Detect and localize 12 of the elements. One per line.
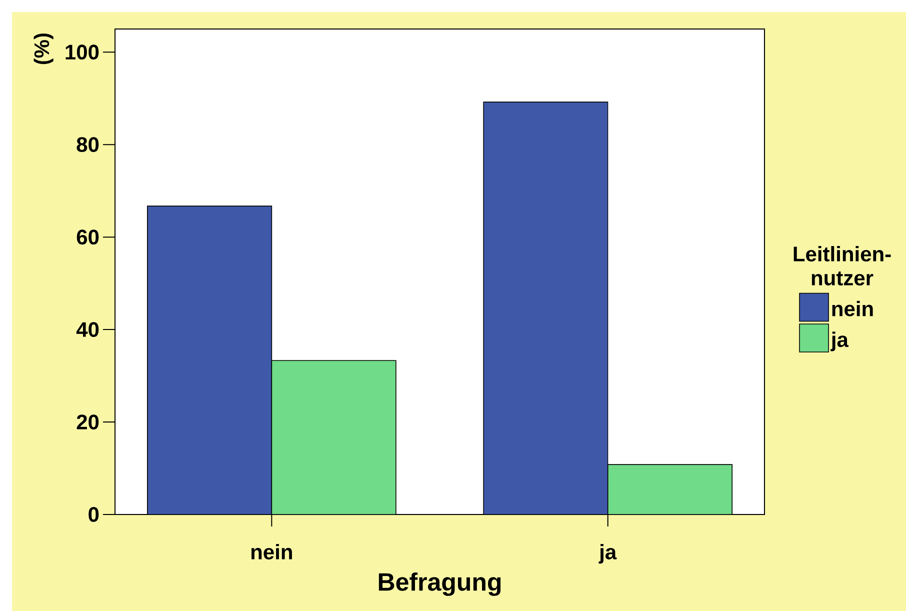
y-axis-title: (%) (34, 34, 54, 64)
y-tick-label: 100 (66, 44, 99, 60)
legend-label: nein (832, 300, 873, 316)
y-tick-label: 20 (76, 414, 99, 430)
y-tick-label: 60 (76, 230, 99, 244)
y-tick-label: 80 (76, 137, 99, 152)
x-axis-title: Befragung (378, 572, 501, 596)
bar (271, 360, 396, 514)
bar (607, 464, 732, 514)
y-tick-label: 0 (88, 507, 99, 522)
y-tick-label: 40 (76, 322, 99, 337)
legend-label: ja (830, 332, 849, 352)
